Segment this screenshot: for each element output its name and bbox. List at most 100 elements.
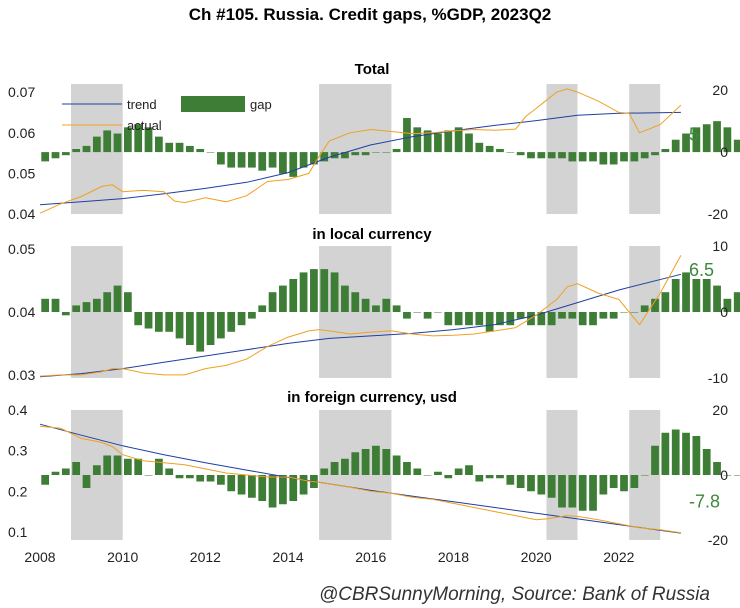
gap-bar: [651, 445, 659, 475]
left-tick-label: 0.05: [8, 165, 35, 181]
gap-bar: [485, 475, 494, 479]
gap-bar: [103, 130, 112, 153]
gap-bar: [609, 152, 618, 165]
gap-bar: [640, 475, 649, 476]
gap-bar: [113, 455, 122, 475]
gap-bar: [206, 152, 215, 153]
gap-bar: [506, 475, 515, 485]
x-tick-label: 2020: [521, 549, 552, 565]
panel-0: Total 0.04 0.05 0.06 0.07 -20 0 20 5 trend actual g…: [8, 61, 740, 222]
left-tick-label: 0.04: [8, 304, 35, 320]
gap-bar: [186, 312, 194, 345]
right-tick-label: -20: [708, 206, 728, 222]
gap-bar: [403, 118, 411, 153]
gap-bar: [279, 475, 287, 505]
gap-bar: [713, 285, 721, 312]
gap-bar: [620, 152, 628, 162]
gap-bar: [320, 152, 329, 162]
panel-title: Total: [355, 61, 390, 78]
gap-bar: [465, 312, 473, 326]
gap-bar: [351, 292, 360, 312]
gap-bar: [578, 312, 587, 326]
gap-bar: [527, 152, 535, 159]
x-tick-label: 2010: [107, 549, 138, 565]
right-tick-label: -10: [708, 370, 728, 386]
gap-bar: [485, 145, 494, 153]
gap-bar: [268, 152, 277, 168]
gap-bar: [723, 127, 732, 153]
shaded-period: [546, 84, 578, 214]
gap-bar: [444, 475, 453, 479]
gap-bar: [516, 475, 525, 488]
gap-bar: [547, 312, 556, 326]
gap-bar: [144, 475, 153, 476]
chart-title: Ch #105. Russia. Credit gaps, %GDP, 2023…: [189, 5, 552, 24]
gap-bar: [465, 465, 473, 475]
gap-bar: [330, 462, 339, 475]
gap-bar: [578, 152, 587, 162]
gap-bar: [123, 292, 132, 312]
gap-bar: [351, 152, 360, 156]
gap-bar: [72, 305, 81, 312]
gap-bar: [423, 312, 432, 319]
gap-bar: [268, 475, 277, 508]
gap-bar: [227, 475, 236, 492]
gap-bar: [165, 142, 174, 153]
latest-gap-label: -7.8: [689, 491, 720, 511]
gap-bar: [299, 152, 308, 168]
gap-bar: [123, 127, 132, 153]
gap-bar: [413, 468, 422, 475]
gap-bar: [154, 312, 163, 332]
gap-bar: [537, 475, 546, 495]
gap-bar: [547, 152, 556, 159]
gap-bar: [82, 145, 91, 153]
gap-bar: [475, 475, 484, 482]
right-tick-label: 10: [712, 238, 728, 254]
gap-bar: [413, 127, 422, 153]
gap-bar: [175, 475, 184, 479]
gap-bar: [702, 124, 711, 153]
gap-bar: [702, 449, 711, 475]
gap-bar: [723, 298, 732, 312]
gap-bar: [248, 152, 256, 168]
gap-bar: [217, 312, 225, 339]
gap-bar: [341, 458, 349, 475]
gap-bar: [279, 152, 287, 174]
gap-bar: [537, 312, 546, 326]
panel-title: in local currency: [312, 226, 432, 243]
gap-bar: [547, 475, 556, 498]
gap-bar: [372, 152, 380, 153]
gap-bar: [341, 152, 349, 159]
gap-bar: [434, 133, 442, 153]
gap-bar: [310, 152, 318, 165]
gap-bar: [217, 475, 225, 485]
legend-trend-label: trend: [127, 97, 157, 112]
gap-bar: [134, 124, 143, 153]
gap-bar: [227, 152, 236, 168]
gap-bar: [413, 312, 422, 313]
gap-bar: [733, 475, 740, 476]
x-axis: 2008 2010 2012 2014 2016 2018 2020 2022: [24, 549, 634, 565]
gap-bar: [361, 298, 370, 312]
gap-bar: [465, 133, 473, 153]
gap-bar: [175, 142, 184, 153]
gap-bar: [61, 312, 70, 316]
gap-bar: [299, 475, 308, 495]
gap-bar: [589, 312, 597, 326]
left-tick-label: 0.05: [8, 241, 35, 257]
gap-bar: [51, 471, 60, 475]
gap-bar: [113, 133, 122, 153]
legend: trend actual gap: [62, 96, 272, 133]
gap-bar: [123, 458, 132, 475]
gap-bar: [320, 468, 329, 475]
panel-title: in foreign currency, usd: [287, 389, 457, 406]
gap-bar: [403, 312, 411, 319]
gap-bar: [692, 436, 701, 475]
gap-bar: [289, 475, 298, 501]
trend-line: [39, 273, 682, 378]
gap-bar: [92, 465, 101, 475]
gap-bar: [248, 475, 256, 498]
gap-bar: [320, 269, 329, 312]
gap-bar: [41, 298, 50, 312]
